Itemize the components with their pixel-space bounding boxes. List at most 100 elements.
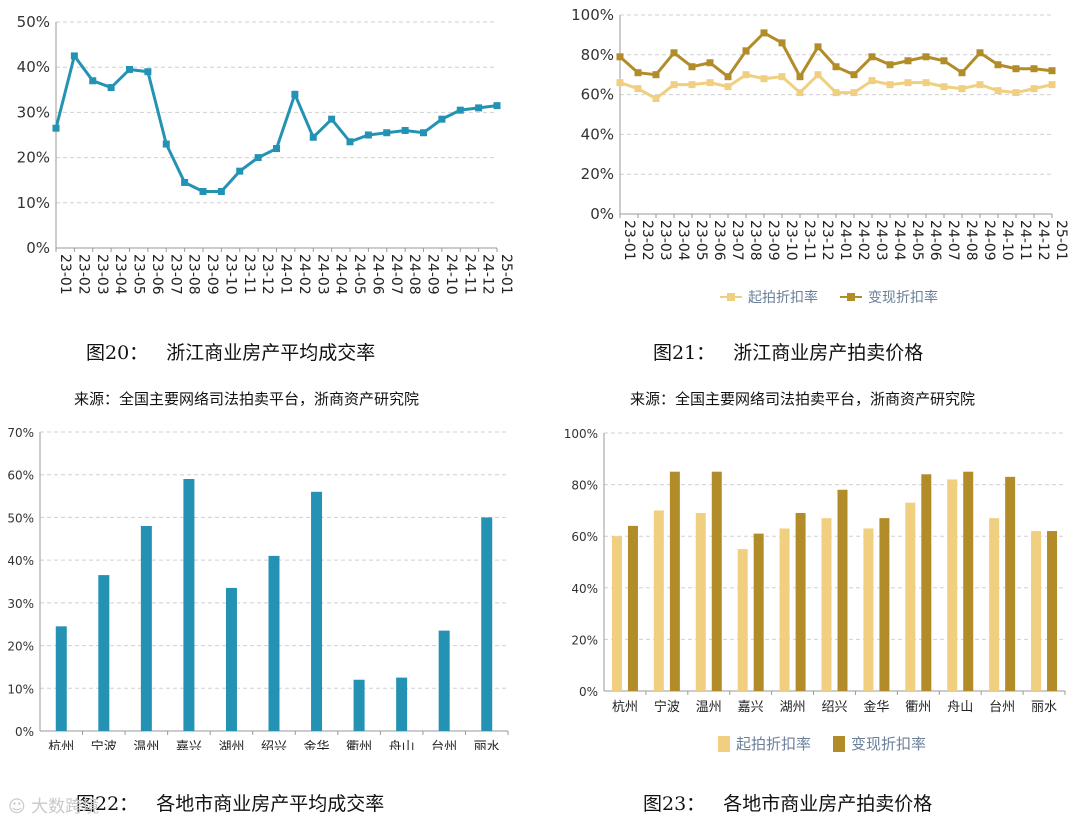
bar-1 [1047,531,1058,691]
y-tick-label: 40% [571,582,598,596]
data-point-1 [904,57,912,65]
x-category-label: 衢州 [346,740,372,750]
chart-23-legend: 起拍折扣率 变现折扣率 [718,733,926,754]
legend-swatch-bar-light [718,735,730,752]
x-tick-label: 23-08 [186,254,202,295]
chart-20-zhejiang-deal-rate: 0%10%20%30%40%50%23-01 23-02 23-03 23-04 23-… [17,13,514,295]
bar-0 [55,626,67,731]
x-category-label: 温州 [696,700,722,715]
data-point-1 [778,39,786,47]
legend-item-start-discount: 起拍折扣率 [720,287,818,307]
x-category-label: 金华 [304,739,330,750]
data-point-1 [832,63,840,71]
x-tick-label: 23-02 [639,220,655,261]
data-point-0 [107,84,115,92]
x-tick-label: 24-08 [406,254,422,295]
x-category-label: 湖州 [218,740,244,750]
x-tick-label: 23-03 [657,220,673,261]
data-point-0 [217,188,225,195]
x-tick-label: 24-06 [927,220,943,261]
x-tick-label: 23-10 [222,254,238,295]
x-tick-label: 24-06 [369,254,385,295]
bar-0 [183,478,195,731]
bar-0 [779,528,790,691]
data-point-0 [438,115,446,123]
data-point-0 [236,167,244,175]
bar-0 [353,679,365,731]
y-tick-label: 20% [17,149,50,167]
y-tick-label: 30% [17,103,50,121]
x-category-label: 绍兴 [261,740,287,750]
data-point-1 [688,63,696,71]
x-category-label: 金华 [863,699,889,715]
data-point-0 [70,52,78,60]
watermark-text: 大数跨境 [31,797,100,817]
x-tick-label: 25-01 [1053,220,1069,261]
x-tick-label: 23-07 [167,254,183,295]
data-point-0 [89,77,97,85]
y-tick-label: 40% [581,125,614,143]
bar-1 [921,474,932,691]
bar-0 [821,518,832,691]
data-point-1 [994,61,1002,69]
data-point-0 [383,129,391,137]
y-tick-label: 40% [17,58,50,76]
y-tick-label: 100% [571,6,614,24]
data-point-1 [814,43,822,51]
x-category-label: 台州 [431,740,457,750]
x-tick-label: 24-01 [278,254,294,295]
x-tick-label: 24-04 [891,220,907,261]
x-category-label: 宁波 [91,739,117,750]
x-tick-label: 23-12 [819,220,835,261]
x-tick-label: 24-02 [855,220,871,261]
bar-0 [311,491,323,731]
y-tick-label: 100% [564,427,598,441]
data-point-0 [904,79,912,87]
data-point-0 [652,95,660,103]
watermark-logo: ☺ 大数跨境 [8,792,99,817]
x-tick-label: 23-03 [94,254,110,295]
data-point-0 [126,65,133,73]
data-point-1 [616,53,624,61]
x-tick-label: 23-01 [621,220,637,261]
data-point-0 [1048,81,1056,89]
bar-1 [879,518,890,691]
data-point-0 [162,140,170,148]
x-tick-label: 23-11 [801,220,817,261]
data-point-0 [475,104,483,112]
data-point-0 [634,85,642,93]
data-point-0 [254,154,262,162]
x-tick-label: 24-08 [963,220,979,261]
x-tick-label: 23-07 [729,220,745,261]
bar-0 [611,536,622,691]
data-point-1 [958,69,966,77]
x-tick-label: 23-09 [765,220,781,261]
legend-label-start-discount: 起拍折扣率 [748,290,818,306]
x-tick-label: 23-05 [131,254,147,295]
y-tick-label: 30% [7,597,34,611]
bar-0 [863,528,874,691]
x-tick-label: 24-10 [999,220,1015,261]
x-category-label: 衢州 [905,700,931,715]
x-tick-label: 23-06 [149,254,165,295]
x-tick-label: 23-10 [783,220,799,261]
watermark-icon: ☺ [8,797,26,817]
data-point-0 [493,102,501,110]
y-tick-label: 60% [581,86,614,104]
x-tick-label: 24-11 [461,254,477,295]
data-point-0 [291,90,299,98]
bar-0 [1031,531,1042,691]
x-category-label: 杭州 [612,700,638,715]
data-point-1 [976,49,984,57]
x-tick-label: 24-02 [296,254,312,295]
data-point-1 [940,57,948,65]
data-point-0 [940,83,948,91]
x-category-label: 台州 [989,700,1015,715]
data-point-1 [868,53,876,61]
data-point-0 [273,145,280,153]
x-tick-label: 24-04 [333,254,349,295]
legend-item-realized-discount: 变现折扣率 [840,287,938,307]
caption-fig23: 图23： 各地市商业房产拍卖价格 [643,793,933,815]
data-point-0 [199,188,207,195]
x-tick-label: 23-09 [204,254,220,295]
